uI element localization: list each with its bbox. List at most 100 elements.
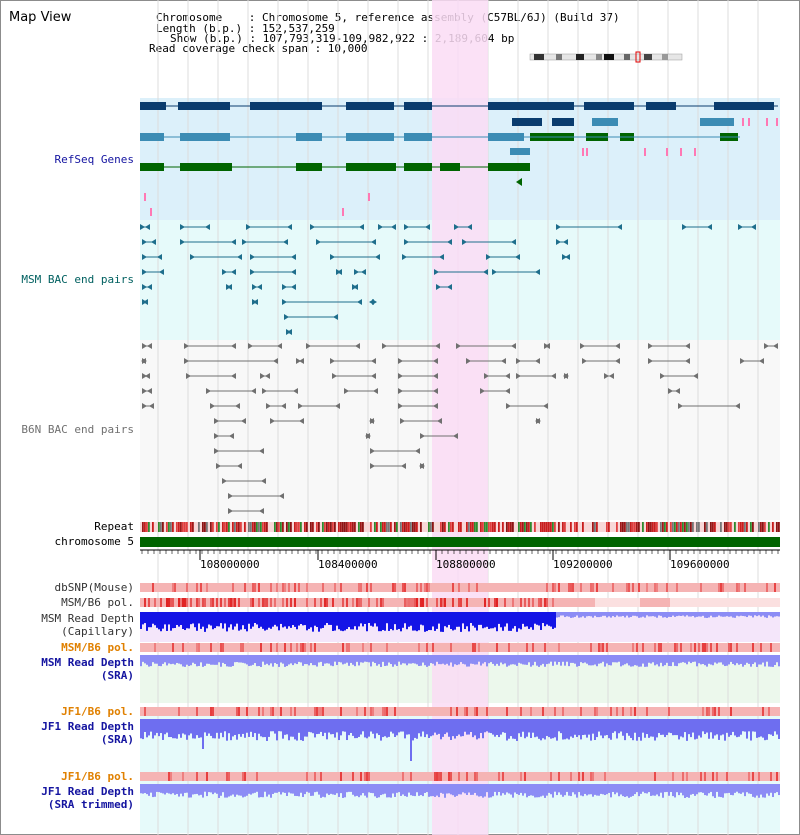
repeat-element [404,522,406,532]
polymorphism-mark [476,583,478,592]
repeat-element [594,522,596,532]
polymorphism-mark [716,772,718,781]
repeat-element [482,522,484,532]
depth-bar [686,612,688,616]
depth-bar [496,655,498,664]
depth-bar [350,719,352,733]
depth-bar [524,655,526,665]
depth-bar [494,655,496,666]
highlight-region[interactable] [432,0,488,835]
depth-bar [186,719,188,740]
bac-end-marker [344,388,349,394]
depth-bar [556,784,558,796]
msm-bac-end-pairs-label[interactable]: MSM BAC end pairs [21,273,134,286]
ruler-label: 108400000 [318,558,378,571]
depth-bar [622,655,624,666]
depth-bar [696,719,698,739]
depth-bar [374,784,376,797]
depth-bar [664,719,666,738]
depth-bar [684,655,686,663]
polymorphism-mark [358,583,360,592]
msm-b6-pol-sra-track [140,643,780,652]
polymorphism-mark [420,583,422,592]
depth-bar [368,719,370,737]
depth-bar [712,784,714,797]
bac-end-marker [505,373,510,379]
refseq-genes-label[interactable]: RefSeq Genes [55,153,134,166]
depth-bar [300,655,302,663]
depth-bar [434,655,436,666]
repeat-element [660,522,662,532]
depth-bar [362,784,364,794]
b6n-bac-end-pairs-label[interactable]: B6N BAC end pairs [21,423,134,436]
repeat-element [636,522,638,532]
depth-bar [432,655,434,664]
depth-bar [396,784,398,793]
ruler-label: 109600000 [670,558,730,571]
depth-bar [488,655,490,664]
repeat-element [704,522,706,532]
polymorphism-mark [770,643,772,652]
depth-bar [142,612,144,625]
depth-bar [304,784,306,795]
polymorphism-mark [230,598,232,607]
depth-bar [440,719,442,740]
polymorphism-mark [604,772,606,781]
chromosome-ideogram[interactable] [529,51,683,63]
depth-bar [500,655,502,663]
depth-bar [482,784,484,798]
depth-bar [604,655,606,667]
depth-bar [532,784,534,796]
depth-bar [364,719,366,738]
depth-bar [298,612,300,626]
polymorphism-mark [186,583,188,592]
depth-bar [152,612,154,624]
bac-end-marker [142,284,147,290]
repeat-element [396,522,398,532]
bac-end-marker [378,224,383,230]
b6n-bac-end-pairs-track[interactable] [141,343,778,514]
bac-end-marker [404,224,409,230]
depth-bar [314,784,316,793]
depth-bar [188,612,190,629]
depth-bar [388,655,390,663]
depth-bar [608,655,610,666]
depth-bar [402,655,404,664]
depth-bar [702,655,704,665]
bac-end-marker [353,284,358,290]
depth-bar [516,655,518,666]
depth-bar [462,655,464,664]
polymorphism-mark [258,707,260,716]
depth-bar [402,784,404,795]
depth-bar [324,655,326,664]
depth-bar [384,612,386,631]
depth-bar [150,655,152,667]
polymorphism-mark [590,583,592,592]
refseq-genes-track[interactable] [140,102,778,216]
msm-bac-end-pairs-track[interactable] [140,224,756,335]
polymorphism-mark [466,707,468,716]
polymorphism-strip [140,707,780,716]
polymorphism-mark [592,772,594,781]
polymorphism-mark [392,583,394,592]
polymorphism-mark [340,772,342,781]
repeat-element [678,522,680,532]
depth-bar [176,655,178,663]
polymorphism-mark [296,643,298,652]
depth-bar [334,612,336,631]
polymorphism-mark [196,772,198,781]
depth-bar [638,612,640,618]
depth-bar [588,655,590,666]
bac-end-marker [480,388,485,394]
bac-end-marker [330,358,335,364]
polymorphism-strip [140,643,780,652]
depth-bar [216,719,218,733]
polymorphism-mark [258,583,260,592]
depth-bar [274,612,276,625]
depth-bar [292,655,294,666]
polymorphism-mark [690,643,692,652]
depth-bar [472,612,474,626]
depth-bar [470,612,472,624]
polymorphism-mark [144,598,146,607]
